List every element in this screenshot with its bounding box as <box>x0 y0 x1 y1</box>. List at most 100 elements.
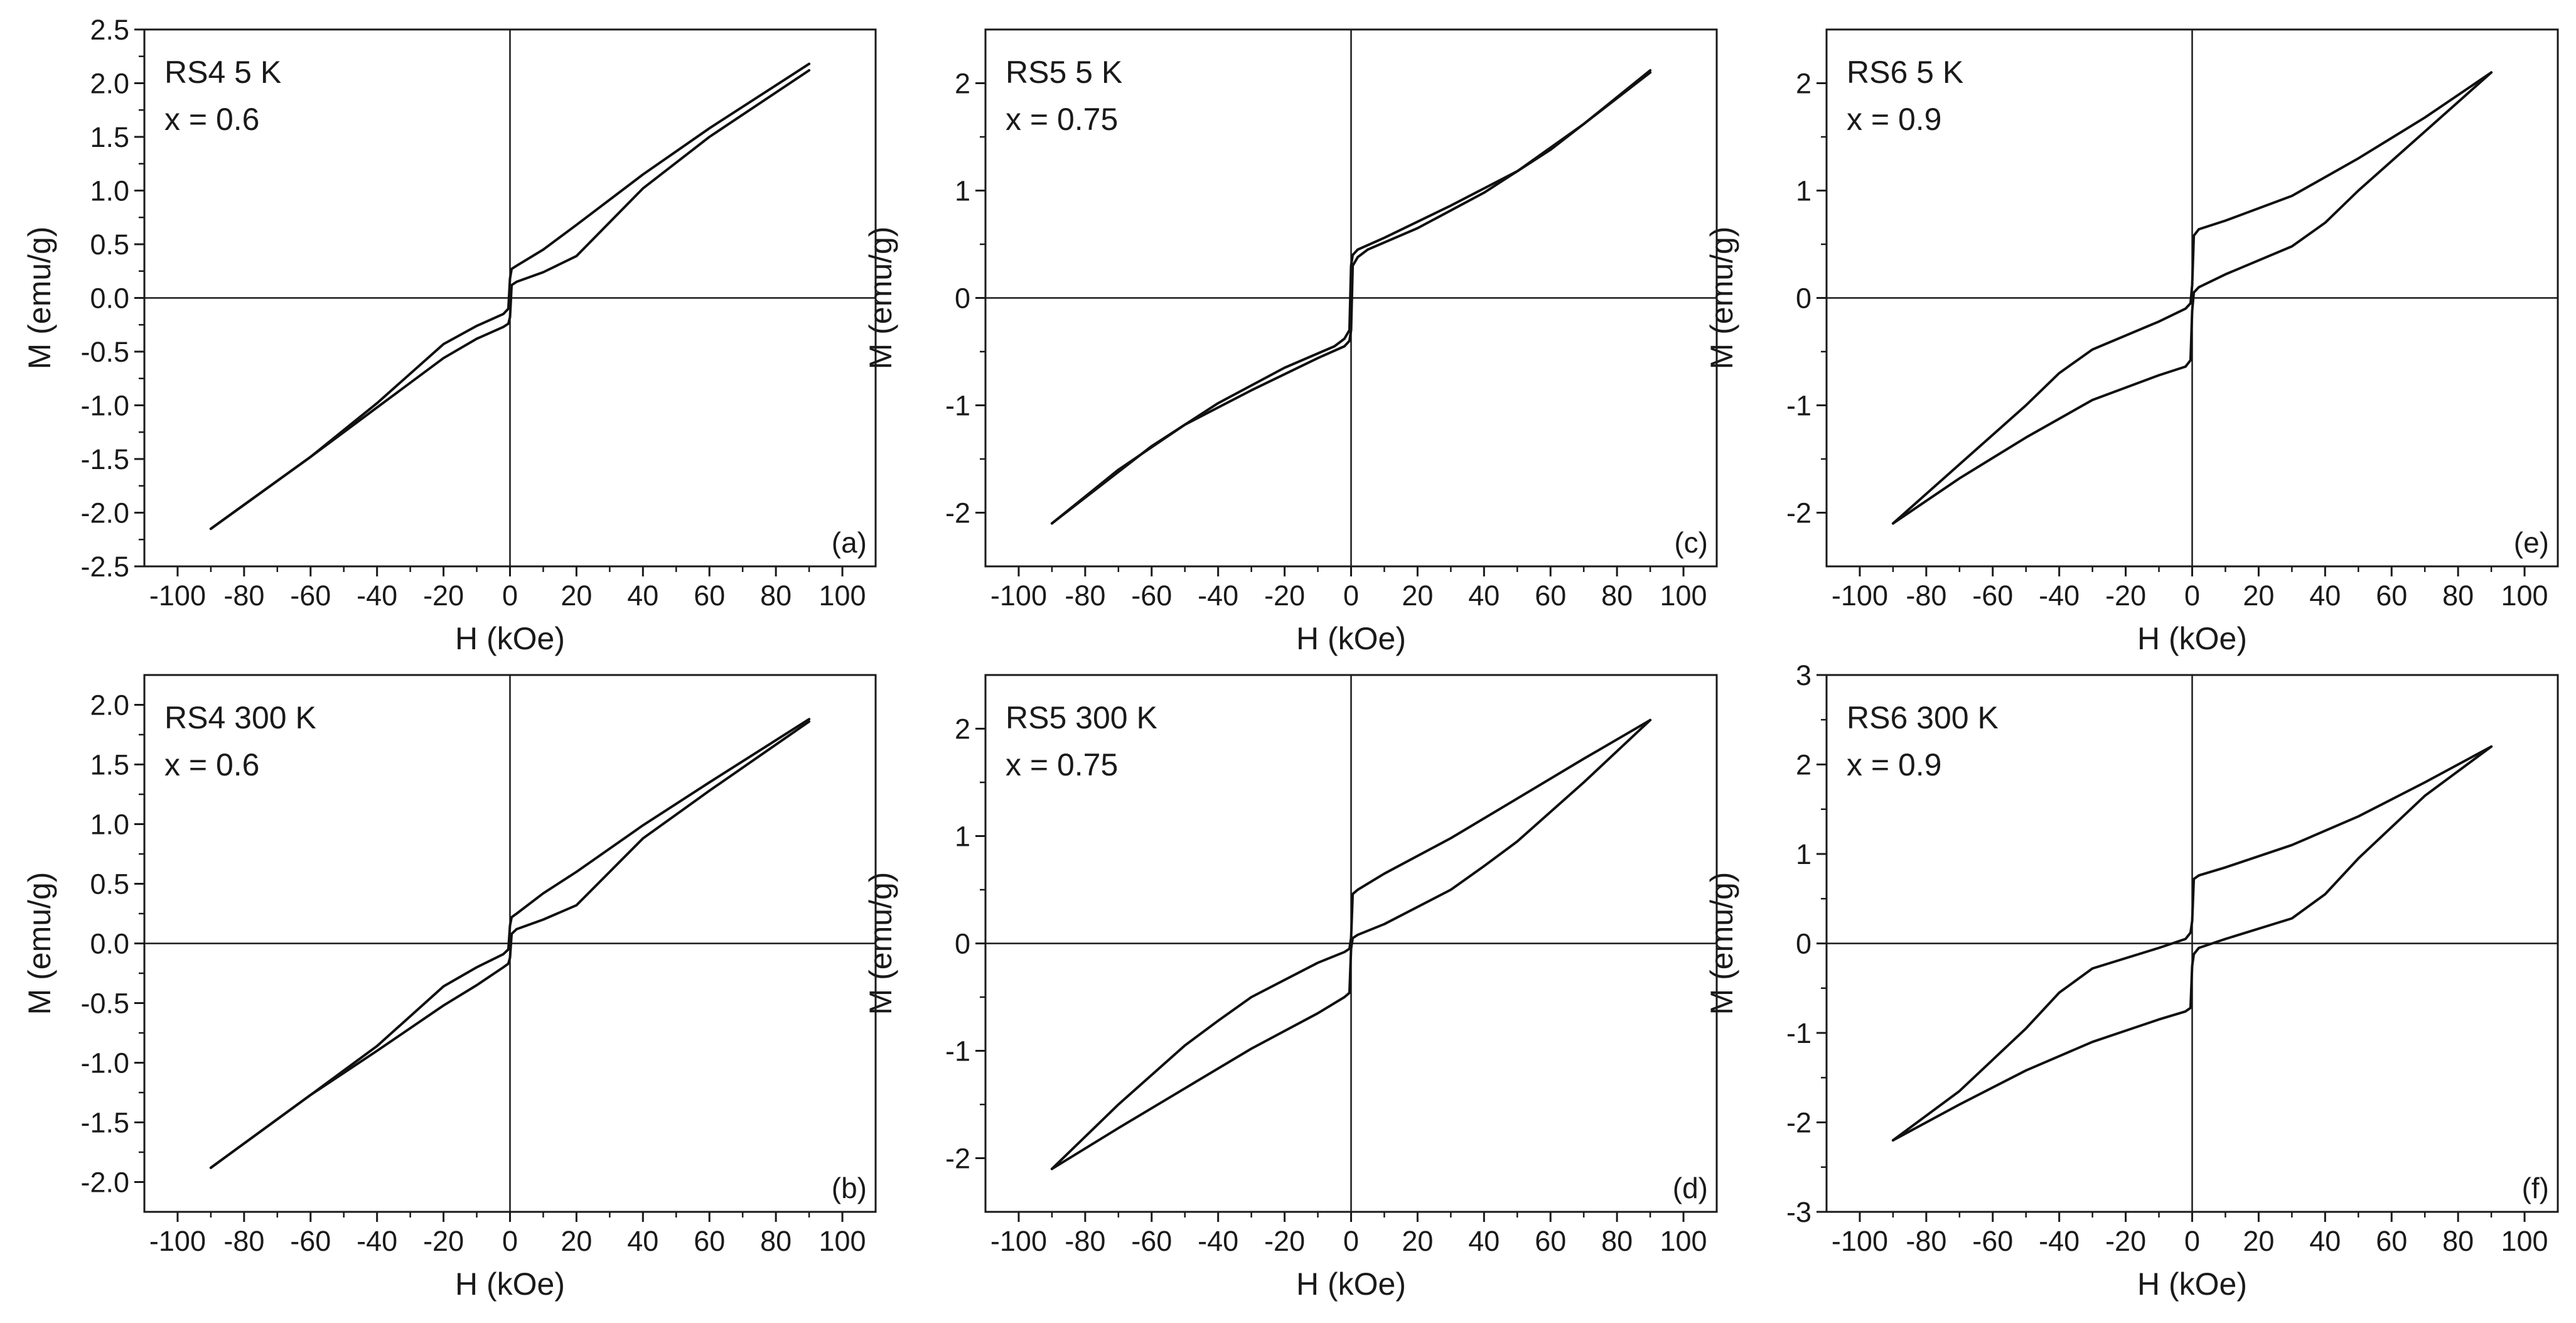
x-tick-label: -100 <box>149 1225 206 1257</box>
panel-title: RS4 5 K <box>164 55 281 90</box>
y-tick-label: 2 <box>955 68 970 100</box>
y-tick-label: 1 <box>955 821 970 853</box>
y-tick-label: 1.0 <box>90 175 129 207</box>
x-tick-label: -40 <box>2039 580 2080 612</box>
x-tick-label: -80 <box>223 580 264 612</box>
x-tick-label: -100 <box>990 580 1047 612</box>
y-tick-label: -0.5 <box>80 988 129 1020</box>
x-tick-label: 100 <box>1660 1225 1707 1257</box>
x-tick-label: -100 <box>149 580 206 612</box>
x-tick-label: -20 <box>423 1225 464 1257</box>
x-tick-label: -20 <box>1264 580 1305 612</box>
y-tick-label: 0.5 <box>90 868 129 900</box>
y-tick-label: 1 <box>1796 175 1811 207</box>
x-tick-label: 0 <box>2184 580 2200 612</box>
ascending-branch <box>1891 745 2493 1142</box>
x-tick-label: -80 <box>1065 580 1105 612</box>
y-tick-label: -1 <box>1786 390 1811 422</box>
y-tick-label: 1.0 <box>90 809 129 841</box>
y-tick-label: -2 <box>945 497 970 529</box>
x-axis-title: H (kOe) <box>1296 1266 1406 1302</box>
x-axis-title: H (kOe) <box>2137 621 2247 656</box>
panel-label: (a) <box>832 526 867 559</box>
x-tick-label: 80 <box>2442 580 2474 612</box>
x-tick-label: 80 <box>760 580 792 612</box>
descending-branch <box>1050 718 1652 1170</box>
x-tick-label: 20 <box>561 1225 592 1257</box>
y-tick-label: 0 <box>955 928 970 960</box>
y-axis-title: M (emu/g) <box>863 227 898 370</box>
panel-composition: x = 0.9 <box>1847 747 1942 782</box>
y-tick-label: 2 <box>1796 68 1811 100</box>
y-tick-label: 1 <box>955 175 970 207</box>
x-tick-label: 20 <box>2243 580 2274 612</box>
x-tick-label: -60 <box>290 1225 331 1257</box>
panel-composition: x = 0.6 <box>164 747 260 782</box>
panel-composition: x = 0.9 <box>1847 102 1942 137</box>
x-tick-label: -60 <box>1131 1225 1172 1257</box>
x-tick-label: -60 <box>290 580 331 612</box>
panel-a: -100 -80 -60 -40 -20 0 20 40 60 80 100 -2.5 -2.0 -1.5… <box>22 14 877 656</box>
y-tick-label: -1.5 <box>80 1107 129 1139</box>
y-tick-label: 2.5 <box>90 14 129 46</box>
y-tick-label: -1.0 <box>80 1047 129 1079</box>
x-tick-label: 0 <box>1343 1225 1359 1257</box>
y-tick-label: 0.0 <box>90 283 129 315</box>
x-tick-label: 100 <box>1660 580 1707 612</box>
x-tick-label: -80 <box>223 1225 264 1257</box>
y-tick-label: -1 <box>945 1035 970 1067</box>
panel-label: (e) <box>2514 526 2549 559</box>
x-tick-label: 0 <box>502 1225 518 1257</box>
y-tick-label: 2 <box>1796 749 1811 781</box>
y-tick-label: 0.5 <box>90 229 129 261</box>
y-tick-label: -2.0 <box>80 1167 129 1199</box>
y-tick-label: 2.0 <box>90 689 129 721</box>
x-tick-label: -40 <box>357 1225 397 1257</box>
y-tick-label: 1.5 <box>90 121 129 153</box>
y-tick-label: 0 <box>955 283 970 315</box>
x-tick-label: -40 <box>1198 1225 1238 1257</box>
y-tick-label: -1 <box>1786 1017 1811 1049</box>
x-tick-label: 80 <box>1601 1225 1633 1257</box>
x-tick-label: 40 <box>2309 1225 2341 1257</box>
y-axis-title: M (emu/g) <box>1704 872 1739 1015</box>
x-tick-label: 0 <box>502 580 518 612</box>
y-tick-label: 0.0 <box>90 928 129 960</box>
x-tick-label: 20 <box>1402 1225 1433 1257</box>
x-tick-label: -60 <box>1972 1225 2013 1257</box>
ascending-branch <box>1050 71 1652 525</box>
ascending-branch <box>209 69 811 531</box>
y-axis-title: M (emu/g) <box>863 872 898 1015</box>
panel-composition: x = 0.75 <box>1006 747 1118 782</box>
x-tick-label: 80 <box>2442 1225 2474 1257</box>
y-axis-title: M (emu/g) <box>22 872 57 1015</box>
panel-b: -100 -80 -60 -40 -20 0 20 40 60 80 100 -2.0 -1.5 -1.0… <box>22 674 877 1302</box>
y-tick-label: 0 <box>1796 928 1811 960</box>
panel-f: -100 -80 -60 -40 -20 0 20 40 60 80 100 -3 -2 -1 0 1 2 3 H … <box>1704 659 2559 1302</box>
x-tick-label: 40 <box>2309 580 2341 612</box>
x-tick-label: -80 <box>1906 1225 1946 1257</box>
x-tick-label: -40 <box>1198 580 1238 612</box>
y-tick-label: -2 <box>1786 1107 1811 1139</box>
panel-d: -100 -80 -60 -40 -20 0 20 40 60 80 100 -2 -1 0 1 2 H (kO… <box>863 674 1718 1302</box>
y-tick-label: 0 <box>1796 283 1811 315</box>
x-axis-title: H (kOe) <box>1296 621 1406 656</box>
ascending-branch <box>209 720 811 1169</box>
y-tick-label: 3 <box>1796 659 1811 691</box>
panel-label: (b) <box>832 1172 867 1204</box>
y-tick-label: -1.0 <box>80 390 129 422</box>
x-tick-label: 60 <box>1535 1225 1566 1257</box>
descending-branch <box>209 62 811 531</box>
y-tick-label: -0.5 <box>80 336 129 368</box>
x-tick-label: 40 <box>627 580 658 612</box>
panel-title: RS6 300 K <box>1847 700 1999 735</box>
x-tick-label: -20 <box>1264 1225 1305 1257</box>
panel-title: RS4 300 K <box>164 700 316 735</box>
x-tick-label: -40 <box>2039 1225 2080 1257</box>
x-tick-label: 60 <box>694 1225 725 1257</box>
x-tick-label: 0 <box>2184 1225 2200 1257</box>
y-tick-label: -1 <box>945 390 970 422</box>
panel-label: (f) <box>2522 1172 2549 1204</box>
x-tick-label: -100 <box>1832 580 1888 612</box>
panel-composition: x = 0.75 <box>1006 102 1118 137</box>
